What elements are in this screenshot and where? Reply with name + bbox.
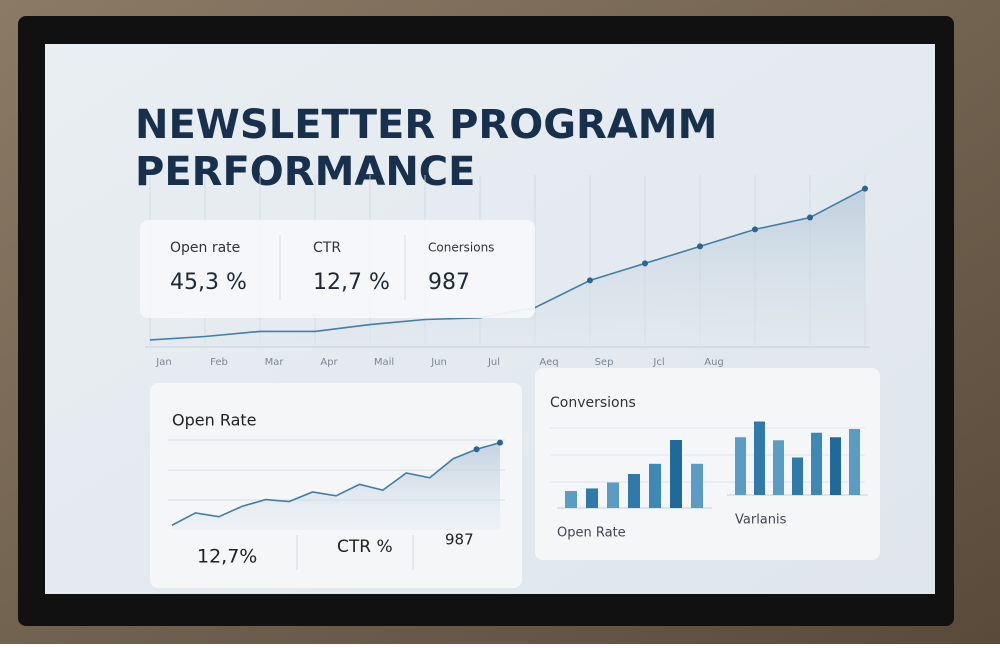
- area-fill: [172, 442, 500, 530]
- stat: 12,7%: [197, 546, 257, 568]
- title-line: NEWSLETTER PROGRAMM: [135, 102, 717, 148]
- title-line: PERFORMANCE: [135, 149, 476, 195]
- bar: [811, 432, 822, 495]
- kpi-card: [140, 220, 535, 318]
- kpi-value: 45,3 %: [170, 270, 247, 295]
- conversions-panel: [535, 368, 880, 560]
- area-fill: [150, 188, 865, 345]
- bar: [773, 440, 784, 495]
- point: [862, 185, 868, 192]
- panel-title: Open Rate: [172, 411, 257, 430]
- bar: [691, 463, 703, 508]
- point: [807, 214, 813, 221]
- point: [473, 446, 480, 453]
- point: [497, 439, 503, 446]
- kpi-label: Open rate: [170, 240, 240, 256]
- bar: [754, 421, 765, 495]
- x-tick-label: Mar: [265, 357, 285, 368]
- bar: [628, 474, 640, 508]
- group-label: Varlanis: [735, 513, 787, 528]
- x-tick-label: Jan: [155, 357, 171, 368]
- bar: [849, 429, 860, 495]
- point: [587, 277, 593, 284]
- bar: [607, 482, 619, 508]
- bar: [586, 488, 598, 508]
- x-tick-label: Aeq: [539, 357, 558, 368]
- group-label: Open Rate: [557, 526, 626, 541]
- x-tick-label: Sep: [595, 357, 614, 368]
- bar: [735, 437, 746, 495]
- x-tick-label: Jul: [487, 357, 500, 368]
- point: [697, 243, 703, 250]
- x-tick-label: Jun: [430, 357, 447, 368]
- x-tick-label: Jcl: [652, 357, 664, 368]
- open-rate-panel: [150, 383, 522, 588]
- bar: [649, 463, 661, 508]
- kpi-value: 987: [428, 270, 470, 295]
- kpi-label: Conersions: [428, 241, 494, 255]
- bar: [792, 457, 803, 495]
- x-tick-label: Aug: [704, 357, 724, 368]
- stat: 987: [445, 531, 474, 549]
- point: [642, 260, 648, 267]
- x-tick-label: Mail: [374, 357, 394, 368]
- line: [171, 441, 501, 526]
- bar: [565, 491, 577, 508]
- kpi-value: 12,7 %: [313, 270, 390, 295]
- x-tick-label: Apr: [320, 357, 338, 368]
- stat: CTR %: [337, 537, 393, 557]
- panel-title: Conversions: [550, 395, 636, 411]
- x-tick-label: Feb: [210, 357, 228, 368]
- bar: [830, 437, 841, 495]
- kpi-label: CTR: [313, 240, 341, 256]
- bar: [670, 440, 682, 508]
- point: [752, 226, 758, 233]
